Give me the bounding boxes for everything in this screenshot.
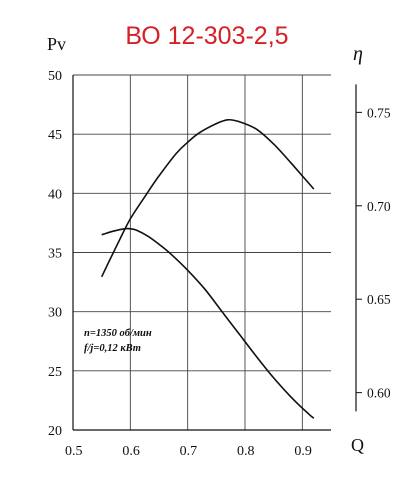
y-tick-label-right: 0.60 [367, 386, 391, 401]
y-tick-label-right: 0.65 [367, 292, 391, 307]
annotation-line: n=1350 об/мин [84, 328, 152, 339]
x-tick-label: 0.7 [180, 444, 198, 459]
y-tick-label-right: 0.70 [367, 199, 391, 214]
y-tick-label-right: 0.75 [367, 105, 391, 120]
pressure-curve [101, 227, 315, 419]
y-tick-label-left: 25 [48, 365, 62, 380]
grid [73, 74, 331, 430]
x-tick-label: 0.5 [65, 444, 83, 459]
x-tick-label: 0.8 [237, 444, 255, 459]
x-axis-label: Q [351, 435, 364, 455]
x-tick-label: 0.9 [294, 444, 312, 459]
y-tick-label-left: 35 [48, 247, 62, 262]
annotation: n=1350 об/мин f/j=0,12 кВт [84, 328, 152, 354]
x-tick-label: 0.6 [122, 444, 140, 459]
annotation-line: f/j=0,12 кВт [84, 343, 141, 354]
efficiency-curve [100, 118, 315, 278]
y-tick-label-left: 50 [48, 69, 62, 84]
y-tick-label-left: 45 [48, 128, 62, 143]
tick-labels: 20 25 30 35 40 45 50 0.60 0.65 0.70 0.75 0.5 0.6 0.7 0… [48, 69, 391, 459]
series [100, 118, 315, 419]
y-tick-label-left: 40 [48, 187, 62, 202]
y-tick-label-left: 20 [48, 424, 62, 439]
axes [72, 75, 362, 431]
chart-title: ВО 12-303-2,5 [125, 22, 288, 50]
y-axis-label-right: η [353, 43, 363, 65]
y-tick-label-left: 30 [48, 306, 62, 321]
y-axis-label-left: Pv [47, 34, 66, 54]
